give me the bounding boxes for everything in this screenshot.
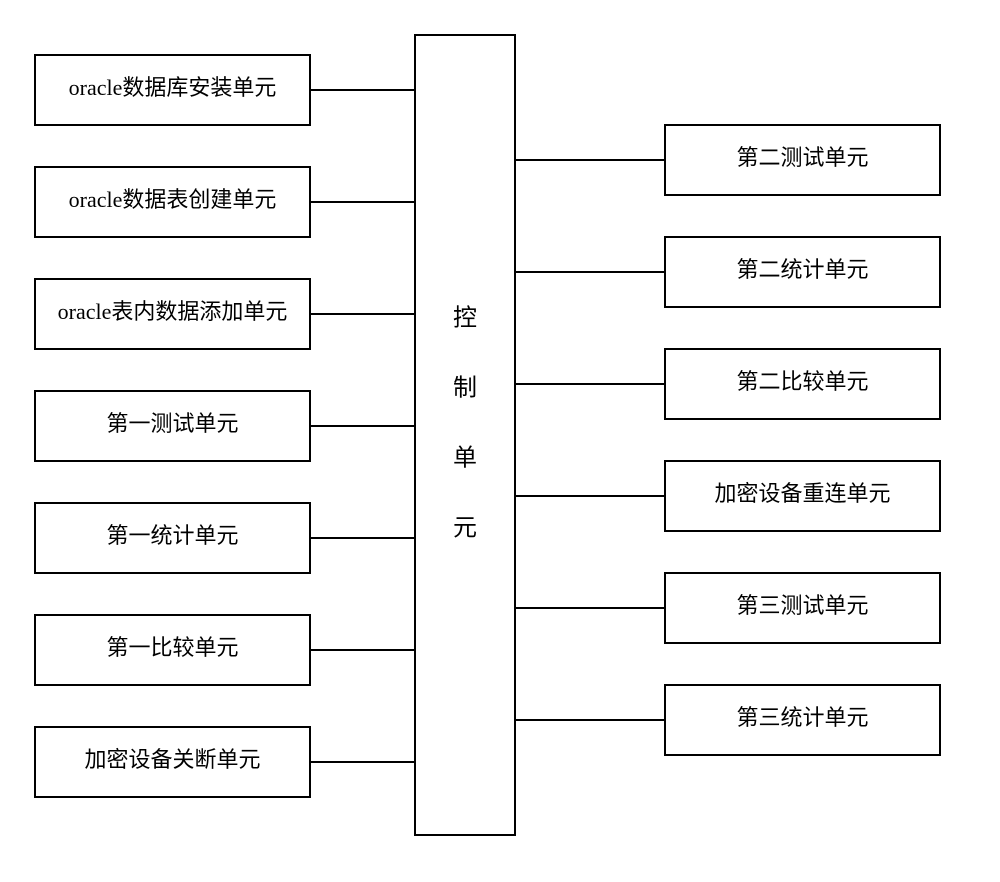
center-label-char: 元 bbox=[453, 516, 477, 542]
right-unit-label: 第二比较单元 bbox=[736, 369, 868, 394]
left-unit-label: 第一比较单元 bbox=[106, 635, 238, 660]
right-unit-label: 加密设备重连单元 bbox=[714, 481, 890, 506]
right-unit-label: 第三测试单元 bbox=[736, 593, 868, 618]
left-unit-label: oracle表内数据添加单元 bbox=[58, 299, 288, 324]
left-unit-label: oracle数据表创建单元 bbox=[69, 187, 277, 212]
right-unit-label: 第二测试单元 bbox=[736, 145, 868, 170]
right-unit-label: 第二统计单元 bbox=[736, 257, 868, 282]
left-unit-label: 加密设备关断单元 bbox=[84, 747, 260, 772]
center-label-char: 控 bbox=[453, 305, 477, 332]
right-unit-label: 第三统计单元 bbox=[736, 705, 868, 730]
left-unit-label: 第一测试单元 bbox=[106, 411, 238, 436]
center-label-char: 制 bbox=[453, 375, 477, 402]
architecture-diagram: 控制单元 oracle数据库安装单元 oracle数据表创建单元 oracle表内数据… bbox=[0, 0, 1000, 882]
left-unit-label: 第一统计单元 bbox=[106, 523, 238, 548]
left-unit-label: oracle数据库安装单元 bbox=[69, 75, 277, 100]
center-label-char: 单 bbox=[453, 445, 477, 472]
center-control-unit bbox=[415, 35, 515, 835]
